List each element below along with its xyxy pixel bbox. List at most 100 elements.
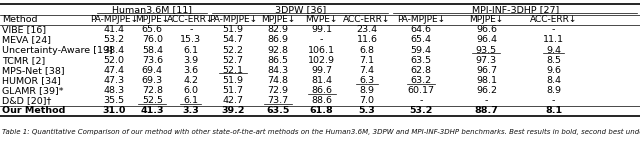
Text: PA-MPJPE↓: PA-MPJPE↓ <box>397 15 445 24</box>
Text: 4.2: 4.2 <box>183 76 198 85</box>
Text: 23.4: 23.4 <box>356 25 378 34</box>
Text: 7.0: 7.0 <box>360 96 374 105</box>
Text: 11.6: 11.6 <box>356 35 378 44</box>
Text: 3.3: 3.3 <box>182 106 199 115</box>
Text: 47.3: 47.3 <box>103 76 125 85</box>
Text: MPJPE↓: MPJPE↓ <box>469 15 504 24</box>
Text: TCMR [2]: TCMR [2] <box>2 56 45 65</box>
Text: MPJPE↓: MPJPE↓ <box>135 15 170 24</box>
Text: 9.6: 9.6 <box>546 66 561 75</box>
Text: 72.8: 72.8 <box>142 86 163 95</box>
Text: 74.8: 74.8 <box>268 76 288 85</box>
Text: 51.9: 51.9 <box>223 25 243 34</box>
Text: 86.5: 86.5 <box>268 56 288 65</box>
Text: 106.1: 106.1 <box>308 46 335 55</box>
Text: 59.4: 59.4 <box>410 46 431 55</box>
Text: 96.7: 96.7 <box>476 66 497 75</box>
Text: 39.2: 39.2 <box>221 106 244 115</box>
Text: MEVA [24]: MEVA [24] <box>2 35 51 44</box>
Text: 52.0: 52.0 <box>104 56 124 65</box>
Text: 86.6: 86.6 <box>311 86 332 95</box>
Text: 41.3: 41.3 <box>141 106 164 115</box>
Text: HUMOR [34]: HUMOR [34] <box>2 76 61 85</box>
Text: -: - <box>320 35 323 44</box>
Text: 92.8: 92.8 <box>268 46 288 55</box>
Text: 53.2: 53.2 <box>103 35 125 44</box>
Text: 73.7: 73.7 <box>267 96 289 105</box>
Text: 11.1: 11.1 <box>543 35 564 44</box>
Text: 81.4: 81.4 <box>311 76 332 85</box>
Text: 82.9: 82.9 <box>268 25 288 34</box>
Text: 72.9: 72.9 <box>268 86 288 95</box>
Text: 51.7: 51.7 <box>223 86 243 95</box>
Text: 38.4: 38.4 <box>103 46 125 55</box>
Text: -: - <box>189 25 193 34</box>
Text: 8.9: 8.9 <box>546 86 561 95</box>
Text: 5.3: 5.3 <box>358 106 376 115</box>
Text: 96.2: 96.2 <box>476 86 497 95</box>
Text: 8.5: 8.5 <box>546 56 561 65</box>
Text: 62.8: 62.8 <box>410 66 431 75</box>
Text: PA-MPJPE↓: PA-MPJPE↓ <box>209 15 257 24</box>
Text: 9.4: 9.4 <box>546 46 561 55</box>
Text: 48.3: 48.3 <box>103 86 125 95</box>
Text: 3.6: 3.6 <box>183 66 198 75</box>
Text: 52.7: 52.7 <box>223 56 243 65</box>
Text: 52.2: 52.2 <box>223 46 243 55</box>
Text: 99.7: 99.7 <box>311 66 332 75</box>
Text: 3.9: 3.9 <box>183 56 198 65</box>
Text: 65.6: 65.6 <box>142 25 163 34</box>
Text: 52.1: 52.1 <box>223 66 243 75</box>
Text: 7.1: 7.1 <box>360 56 374 65</box>
Text: PA-MPJPE↓: PA-MPJPE↓ <box>90 15 138 24</box>
Text: 8.9: 8.9 <box>360 86 374 95</box>
Text: 53.2: 53.2 <box>409 106 433 115</box>
Text: 3DPW [36]: 3DPW [36] <box>275 5 326 14</box>
Text: 58.4: 58.4 <box>142 46 163 55</box>
Text: Uncertainty-Aware [19]: Uncertainty-Aware [19] <box>2 46 113 55</box>
Text: 96.4: 96.4 <box>476 35 497 44</box>
Text: -: - <box>484 96 488 105</box>
Text: Method: Method <box>2 15 37 24</box>
Text: 47.4: 47.4 <box>104 66 124 75</box>
Text: 64.6: 64.6 <box>410 25 431 34</box>
Text: -: - <box>552 96 556 105</box>
Text: MVPE↓: MVPE↓ <box>305 15 338 24</box>
Text: 7.4: 7.4 <box>360 66 374 75</box>
Text: Table 1: Quantitative Comparison of our method with other state-of-the-art metho: Table 1: Quantitative Comparison of our … <box>2 129 640 135</box>
Text: 31.0: 31.0 <box>102 106 125 115</box>
Text: Our Method: Our Method <box>2 106 65 115</box>
Text: 54.7: 54.7 <box>223 35 243 44</box>
Text: 97.3: 97.3 <box>476 56 497 65</box>
Text: 98.1: 98.1 <box>476 76 497 85</box>
Text: 63.2: 63.2 <box>410 76 431 85</box>
Text: GLAMR [39]*: GLAMR [39]* <box>2 86 63 95</box>
Text: 102.9: 102.9 <box>308 56 335 65</box>
Text: 63.5: 63.5 <box>410 56 431 65</box>
Text: VIBE [16]: VIBE [16] <box>2 25 46 34</box>
Text: ACC-ERR↓: ACC-ERR↓ <box>343 15 391 24</box>
Text: 6.3: 6.3 <box>360 76 374 85</box>
Text: 8.1: 8.1 <box>545 106 562 115</box>
Text: 35.5: 35.5 <box>103 96 125 105</box>
Text: 6.0: 6.0 <box>183 86 198 95</box>
Text: D&D [20]†: D&D [20]† <box>2 96 51 105</box>
Text: 84.3: 84.3 <box>267 66 289 75</box>
Text: 96.6: 96.6 <box>476 25 497 34</box>
Text: -: - <box>419 96 422 105</box>
Text: 69.3: 69.3 <box>141 76 163 85</box>
Text: 99.1: 99.1 <box>311 25 332 34</box>
Text: 42.7: 42.7 <box>223 96 243 105</box>
Text: 6.1: 6.1 <box>183 96 198 105</box>
Text: 15.3: 15.3 <box>180 35 202 44</box>
Text: 51.9: 51.9 <box>223 76 243 85</box>
Text: 69.4: 69.4 <box>142 66 163 75</box>
Text: 88.6: 88.6 <box>311 96 332 105</box>
Text: ACC-ERR↓: ACC-ERR↓ <box>530 15 577 24</box>
Text: 76.0: 76.0 <box>142 35 163 44</box>
Text: 88.7: 88.7 <box>474 106 499 115</box>
Text: MPJPE↓: MPJPE↓ <box>260 15 295 24</box>
Text: 61.8: 61.8 <box>310 106 333 115</box>
Text: 6.1: 6.1 <box>183 46 198 55</box>
Text: Human3.6M [11]: Human3.6M [11] <box>113 5 192 14</box>
